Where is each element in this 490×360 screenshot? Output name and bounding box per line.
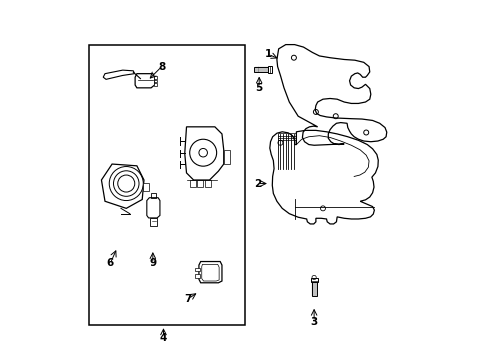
Text: 6: 6 — [107, 258, 114, 268]
Text: 5: 5 — [256, 83, 263, 93]
Text: 1: 1 — [265, 49, 271, 59]
Text: 8: 8 — [158, 62, 165, 72]
Bar — [205, 180, 211, 187]
Bar — [154, 76, 157, 78]
Text: 4: 4 — [160, 333, 167, 343]
Text: 7: 7 — [185, 294, 192, 304]
Bar — [154, 80, 157, 82]
Text: 2: 2 — [254, 179, 261, 189]
Bar — [197, 180, 203, 187]
Bar — [311, 278, 318, 283]
Bar — [89, 45, 245, 325]
Bar — [269, 66, 272, 73]
Bar — [312, 283, 317, 296]
Bar — [254, 67, 269, 72]
Bar — [143, 183, 149, 191]
Text: 3: 3 — [311, 317, 318, 327]
Bar — [196, 267, 199, 271]
Bar — [196, 274, 199, 278]
Text: 9: 9 — [149, 258, 156, 268]
Bar — [154, 83, 157, 86]
Bar — [224, 150, 230, 164]
Bar — [190, 180, 196, 187]
